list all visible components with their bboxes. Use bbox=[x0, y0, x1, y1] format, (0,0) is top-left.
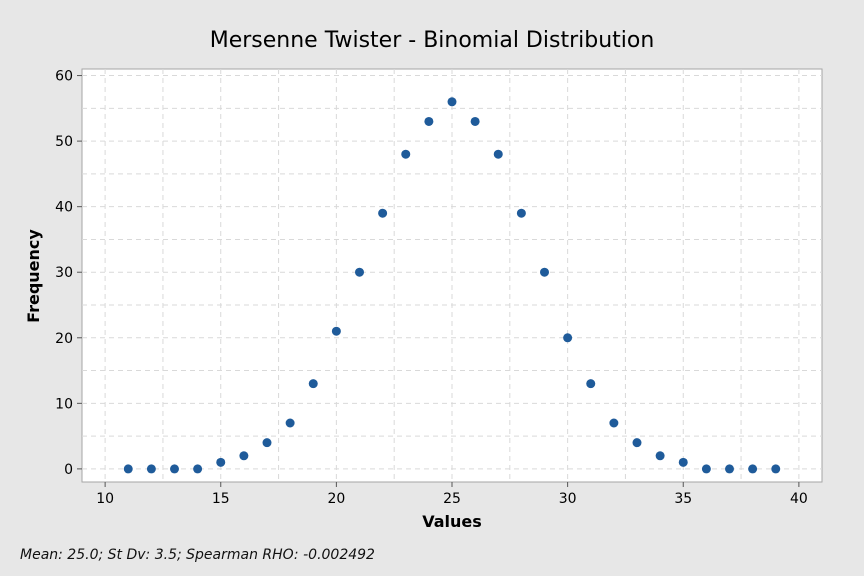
axis-ticks: 10 15 20 25 30 35 40 0 10 20 30 40 50 60 bbox=[55, 69, 808, 507]
data-point bbox=[493, 149, 503, 159]
data-point bbox=[586, 379, 596, 389]
data-point bbox=[516, 208, 526, 218]
x-tick-label: 40 bbox=[790, 491, 808, 507]
data-point bbox=[748, 464, 758, 474]
x-tick-label: 35 bbox=[674, 491, 692, 507]
y-tick-label: 10 bbox=[55, 396, 73, 412]
data-point bbox=[193, 464, 203, 474]
data-point bbox=[470, 116, 480, 126]
data-point bbox=[447, 97, 457, 107]
data-point bbox=[678, 457, 688, 467]
y-tick-label: 50 bbox=[55, 134, 73, 150]
data-points bbox=[123, 97, 781, 474]
y-tick-label: 30 bbox=[55, 265, 73, 281]
x-axis-label: Values bbox=[422, 512, 482, 531]
data-point bbox=[563, 333, 573, 343]
data-point bbox=[239, 451, 249, 461]
x-tick-label: 20 bbox=[327, 491, 345, 507]
data-point bbox=[355, 267, 364, 277]
y-tick-label: 20 bbox=[55, 331, 73, 347]
x-tick-label: 25 bbox=[443, 491, 461, 507]
data-point bbox=[609, 418, 619, 428]
data-point bbox=[725, 464, 734, 474]
y-tick-label: 60 bbox=[55, 69, 73, 85]
summary-statistics: Mean: 25.0; St Dv: 3.5; Spearman RHO: -0… bbox=[20, 547, 375, 563]
data-point bbox=[308, 379, 318, 389]
data-point bbox=[540, 267, 549, 277]
grid-lines bbox=[82, 69, 822, 482]
data-point bbox=[701, 464, 711, 474]
x-tick-label: 15 bbox=[212, 491, 230, 507]
data-point bbox=[216, 457, 226, 467]
y-axis-label: Frequency bbox=[24, 229, 43, 323]
data-point bbox=[771, 464, 781, 474]
data-point bbox=[378, 208, 388, 218]
y-tick-label: 0 bbox=[64, 462, 73, 478]
y-tick-label: 40 bbox=[55, 200, 73, 216]
data-point bbox=[123, 464, 133, 474]
data-point bbox=[424, 116, 434, 126]
data-point bbox=[285, 418, 295, 428]
data-point bbox=[401, 149, 411, 159]
x-tick-label: 10 bbox=[96, 491, 114, 507]
data-point bbox=[146, 464, 156, 474]
data-point bbox=[331, 326, 341, 336]
data-point bbox=[632, 438, 642, 448]
data-point bbox=[262, 438, 272, 448]
data-point bbox=[655, 451, 665, 461]
chart-title: Mersenne Twister - Binomial Distribution bbox=[210, 28, 655, 53]
x-tick-label: 30 bbox=[559, 491, 577, 507]
data-point bbox=[170, 464, 179, 474]
